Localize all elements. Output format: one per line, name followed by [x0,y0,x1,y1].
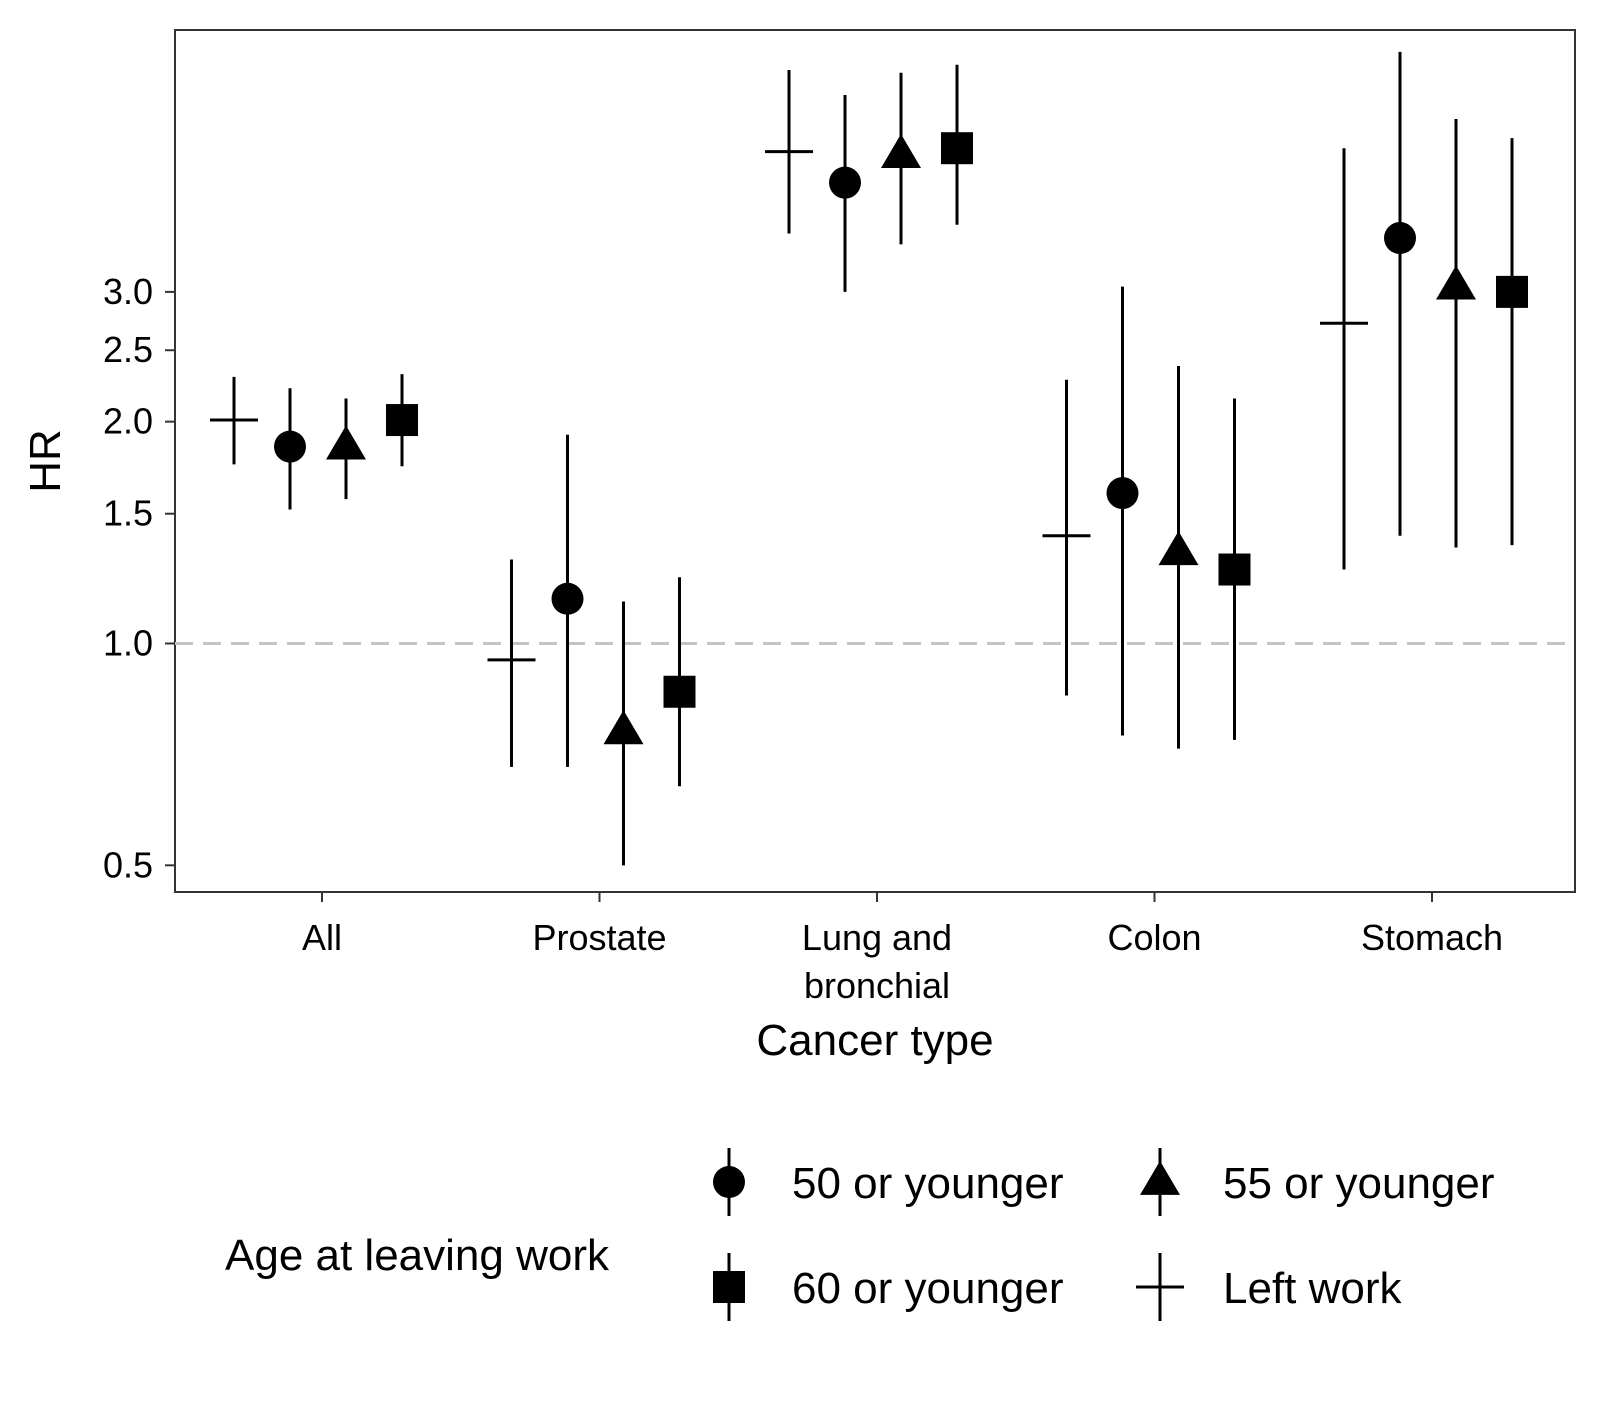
y-tick-label: 2.5 [103,329,153,370]
point-plus [487,635,536,684]
x-tick-label: All [302,917,342,958]
x-tick-label: Stomach [1361,917,1503,958]
y-tick-label: 0.5 [103,844,153,885]
series-triangle [326,72,1476,866]
legend-key [1136,1253,1184,1321]
legend-label: 50 or younger [792,1159,1064,1208]
point-plus [210,396,258,445]
series-circle [274,51,1416,767]
point-square [941,132,973,165]
y-tick-label: 2.0 [103,401,153,442]
point-circle [713,1166,745,1198]
plot-panel [174,29,1576,893]
series-plus [210,70,1368,767]
x-tick-label: Colon [1107,917,1201,958]
y-tick-label: 3.0 [103,271,153,312]
y-axis-title: HR [21,429,70,493]
point-circle [829,166,861,199]
x-tick-label: Lung and [802,917,952,958]
legend-label: Left work [1223,1264,1403,1313]
point-square [1496,275,1528,308]
legend-label: 60 or younger [792,1264,1064,1313]
point-plus [1042,511,1091,560]
point-triangle [1140,1160,1180,1195]
x-tick-label: Prostate [532,917,666,958]
point-plus [765,127,813,176]
point-triangle [326,425,366,460]
point-square [713,1271,745,1303]
point-triangle [1158,531,1199,566]
point-triangle [603,710,644,745]
x-tick-label: bronchial [804,965,950,1006]
point-plus [1136,1263,1184,1311]
legend-title: Age at leaving work [225,1231,610,1280]
legend-key [1140,1148,1180,1216]
legend-label: 55 or younger [1223,1159,1495,1208]
point-square [663,675,696,708]
y-tick-label: 1.5 [103,493,153,534]
legend-key [713,1148,745,1216]
point-plus [1320,299,1368,348]
legend: Age at leaving work 50 or younger 55 or y… [225,1148,1495,1321]
point-square [1218,553,1251,586]
legend-key [713,1253,745,1321]
point-circle [551,582,584,615]
x-axis-title: Cancer type [756,1016,993,1065]
y-tick-label: 1.0 [103,622,153,663]
point-circle [1384,222,1416,255]
point-triangle [881,134,921,169]
point-triangle [1436,265,1476,300]
point-square [386,404,418,437]
series-square [386,64,1528,787]
point-circle [274,430,306,463]
point-circle [1106,477,1139,510]
